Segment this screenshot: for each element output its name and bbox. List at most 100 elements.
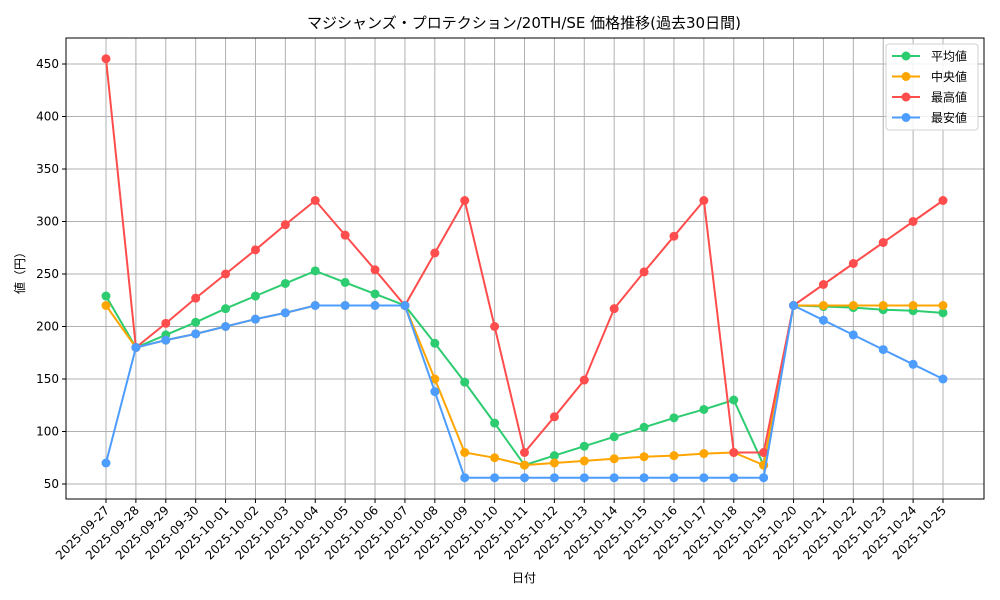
data-point [549,412,559,422]
data-point [818,301,828,310]
data-point [430,248,440,258]
data-point [430,387,440,397]
y-tick-label: 100 [36,425,59,439]
data-point [579,473,589,483]
data-point [280,278,290,288]
data-point [191,317,201,327]
plot-frame [65,37,985,500]
data-point [639,452,649,462]
data-point [549,451,559,461]
data-point [848,330,858,340]
data-point [460,473,470,483]
data-point [938,301,948,310]
data-point [460,196,470,205]
data-point [669,231,679,241]
data-point [101,301,111,310]
data-point [818,280,828,289]
data-point [490,322,500,331]
data-point [729,395,739,405]
y-tick-label: 200 [36,320,59,334]
data-point [520,473,529,483]
y-axis-label: 値（円） [12,246,27,294]
chart-title: マジシャンズ・プロテクション/20TH/SE 価格推移(過去30日間) [307,14,741,32]
data-point [729,473,739,483]
data-point [848,259,858,268]
y-tick-label: 300 [36,215,59,229]
data-point [430,374,440,384]
data-point [669,413,679,423]
data-point [520,448,529,457]
data-point [310,266,320,276]
x-axis-label: 日付 [512,571,536,585]
data-point [250,314,260,324]
data-point [191,293,201,303]
legend-swatch-marker [901,92,911,102]
data-point [340,301,350,310]
data-point [908,359,918,369]
y-tick-label: 450 [36,57,59,71]
data-point [639,267,649,277]
data-point [490,453,500,463]
data-point [460,377,470,387]
data-point [669,473,679,483]
data-point [848,301,858,310]
data-point [161,335,171,345]
data-point [579,375,589,385]
legend-box [885,43,979,131]
data-point [191,329,201,339]
data-point [579,441,589,451]
data-point [549,458,559,468]
data-point [699,449,709,459]
data-point [669,451,679,461]
data-point [878,345,888,355]
y-tick-label: 50 [44,477,59,491]
data-point [400,301,410,310]
data-point [340,277,350,287]
data-point [280,308,290,318]
data-point [639,473,649,483]
series-layer [101,54,948,483]
data-point [938,374,948,384]
data-point [579,456,589,466]
data-point [908,217,918,226]
legend-label: 最高値 [931,90,967,105]
data-point [340,230,350,240]
y-tick-label: 150 [36,372,59,386]
data-point [310,301,320,310]
data-point [639,422,649,432]
y-tick-label: 400 [36,110,59,124]
data-point [161,318,171,328]
data-point [699,196,709,205]
legend-label: 最安値 [931,110,967,125]
data-point [938,196,948,205]
data-point [878,301,888,310]
data-point [699,404,709,414]
y-axis-ticks: 50 100 150 200 250 300 350 400 450 [36,57,66,491]
series-3 [101,301,948,483]
x-axis-ticks: 2025-09-272025-09-282025-09-292025-09-30… [53,499,949,562]
data-point [789,301,799,310]
data-point [101,54,111,64]
data-point [609,432,619,442]
data-point [609,304,619,314]
data-point [520,460,529,470]
data-point [609,454,619,464]
data-point [490,418,500,428]
data-point [759,473,769,483]
data-point [221,269,231,279]
data-point [549,473,559,483]
data-point [101,291,111,301]
data-point [908,301,918,310]
data-point [699,473,709,483]
y-tick-label: 350 [36,162,59,176]
data-point [131,343,141,352]
data-point [609,473,619,483]
data-point [729,448,739,457]
data-point [280,220,290,230]
legend-swatch-marker [901,51,911,61]
data-point [250,245,260,255]
data-point [221,304,231,314]
